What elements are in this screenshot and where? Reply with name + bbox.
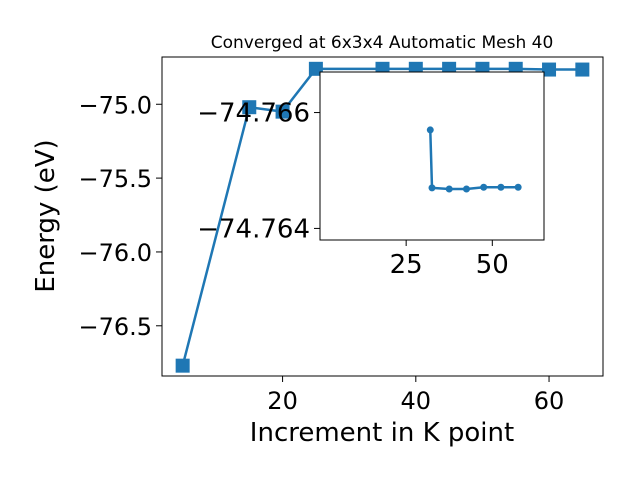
main-y-tick-label: −76.0	[78, 239, 152, 267]
main-data-point	[242, 100, 257, 115]
inset-y-tick-label: −74.764	[197, 214, 310, 244]
main-data-point	[308, 61, 323, 76]
main-data-point	[175, 358, 190, 373]
inset-x-tick-label: 50	[476, 250, 509, 280]
inset-series	[426, 126, 522, 193]
chart-title: Converged at 6x3x4 Automatic Mesh 40	[211, 33, 554, 53]
main-y-tick-label: −76.5	[78, 313, 152, 341]
main-x-tick-label: 60	[534, 387, 565, 415]
inset-data-point	[426, 126, 434, 134]
inset-data-point	[428, 184, 436, 192]
main-data-point	[542, 62, 557, 77]
inset-axis-ticks: 25 50 −74.766 −74.764	[197, 99, 509, 280]
y-axis-label: Energy (eV)	[31, 139, 61, 292]
inset-data-point	[462, 185, 470, 193]
main-x-tick-label: 40	[401, 387, 432, 415]
inset-data-point	[497, 183, 505, 191]
inset-y-tick-label: −74.766	[197, 99, 310, 129]
inset-data-point	[480, 183, 488, 191]
main-axis-ticks: 20 40 60 −75.0 −75.5 −76.0 −76.5	[78, 91, 564, 415]
main-x-tick-label: 20	[267, 387, 298, 415]
main-y-tick-label: −75.0	[78, 91, 152, 119]
main-data-point	[275, 104, 290, 119]
inset-data-point	[514, 183, 522, 191]
inset-x-tick-label: 25	[390, 250, 423, 280]
main-y-tick-label: −75.5	[78, 165, 152, 193]
main-data-point	[575, 62, 590, 77]
inset-data-point	[445, 185, 453, 193]
x-axis-label: Increment in K point	[250, 418, 514, 448]
main-plot-frame	[161, 56, 604, 377]
inset-plot-frame	[319, 71, 545, 241]
